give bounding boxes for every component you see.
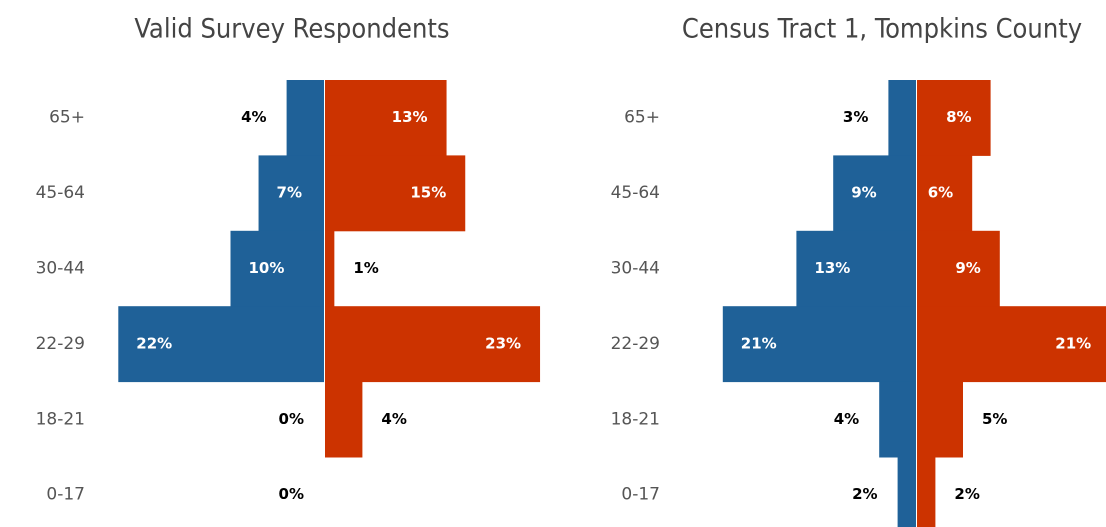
bar <box>325 155 466 232</box>
chart-title: Valid Survey Respondents <box>134 14 449 45</box>
value-label: 6% <box>928 184 953 202</box>
bar <box>118 306 324 383</box>
bar <box>258 155 324 232</box>
bar <box>917 381 963 458</box>
value-label: 15% <box>410 184 446 202</box>
value-label: 4% <box>834 410 859 428</box>
value-label: 9% <box>955 259 980 277</box>
value-label: 10% <box>249 259 285 277</box>
value-label: 22% <box>136 334 172 352</box>
value-label: 21% <box>1055 334 1091 352</box>
category-label: 65+ <box>49 108 85 128</box>
bar <box>286 80 324 156</box>
value-label: 2% <box>954 485 979 503</box>
value-label: 23% <box>485 334 521 352</box>
category-label: 65+ <box>624 108 660 128</box>
value-label: 0% <box>279 485 304 503</box>
bar <box>325 80 447 156</box>
category-label: 30-44 <box>36 259 85 279</box>
category-label: 18-21 <box>36 409 85 429</box>
value-label: 13% <box>814 259 850 277</box>
bar <box>888 80 916 156</box>
bar <box>917 230 1000 307</box>
bar <box>917 306 1106 383</box>
value-label: 3% <box>843 108 868 126</box>
value-label: 1% <box>353 259 378 277</box>
category-label: 0-17 <box>621 485 660 505</box>
category-label: 22-29 <box>611 334 660 354</box>
value-label: 9% <box>851 184 876 202</box>
bar <box>325 230 335 307</box>
category-label: 18-21 <box>611 409 660 429</box>
category-label: 0-17 <box>46 485 85 505</box>
bar <box>917 80 991 156</box>
bar <box>325 306 541 383</box>
category-label: 45-64 <box>36 183 85 203</box>
value-label: 0% <box>279 410 304 428</box>
bar <box>917 155 973 232</box>
bar <box>325 381 363 458</box>
chart-title: Census Tract 1, Tompkins County <box>682 14 1082 45</box>
bar <box>917 457 936 527</box>
bar <box>230 230 324 307</box>
value-label: 4% <box>381 410 406 428</box>
category-label: 30-44 <box>611 259 660 279</box>
value-label: 4% <box>241 108 266 126</box>
category-label: 45-64 <box>611 183 660 203</box>
value-label: 13% <box>392 108 428 126</box>
value-label: 2% <box>852 485 877 503</box>
bar <box>833 155 916 232</box>
bar <box>879 381 916 458</box>
bar <box>897 457 916 527</box>
value-label: 21% <box>741 334 777 352</box>
bar <box>796 230 916 307</box>
value-label: 8% <box>946 108 971 126</box>
value-label: 5% <box>982 410 1007 428</box>
category-label: 22-29 <box>36 334 85 354</box>
value-label: 7% <box>277 184 302 202</box>
bar <box>722 306 916 383</box>
